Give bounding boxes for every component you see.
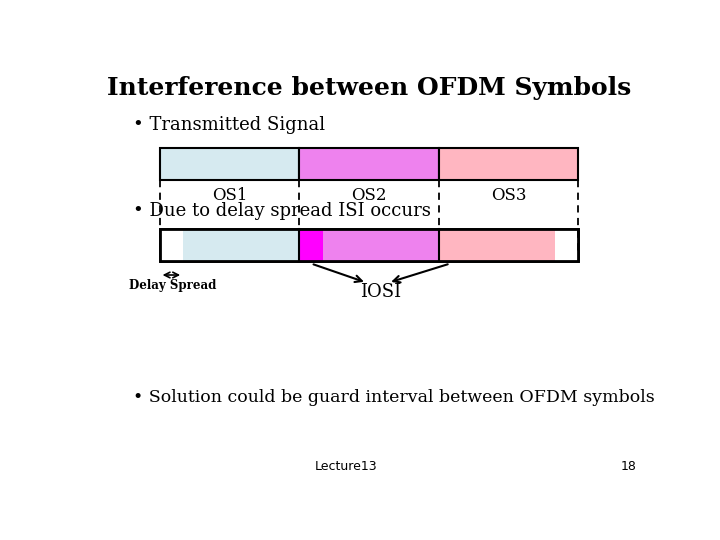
Bar xyxy=(300,148,438,180)
Bar xyxy=(160,229,183,261)
Text: IOSI: IOSI xyxy=(360,283,401,301)
Text: • Due to delay spread ISI occurs: • Due to delay spread ISI occurs xyxy=(132,202,431,220)
Bar xyxy=(160,229,578,261)
Text: • Solution could be guard interval between OFDM symbols: • Solution could be guard interval betwe… xyxy=(132,389,654,406)
Text: OS2: OS2 xyxy=(351,187,387,204)
Bar xyxy=(160,148,300,180)
Bar xyxy=(462,229,578,261)
Bar xyxy=(438,229,462,261)
Text: • Transmitted Signal: • Transmitted Signal xyxy=(132,116,325,134)
Text: Delay Spread: Delay Spread xyxy=(129,279,217,292)
Bar xyxy=(300,229,323,261)
Bar xyxy=(160,229,578,261)
Text: Interference between OFDM Symbols: Interference between OFDM Symbols xyxy=(107,76,631,100)
Bar xyxy=(555,229,578,261)
Text: Lecture13: Lecture13 xyxy=(315,460,377,473)
Text: 18: 18 xyxy=(621,460,636,473)
Bar xyxy=(183,229,300,261)
Bar xyxy=(438,148,578,180)
Text: OS3: OS3 xyxy=(491,187,526,204)
Text: OS1: OS1 xyxy=(212,187,247,204)
Bar xyxy=(323,229,438,261)
